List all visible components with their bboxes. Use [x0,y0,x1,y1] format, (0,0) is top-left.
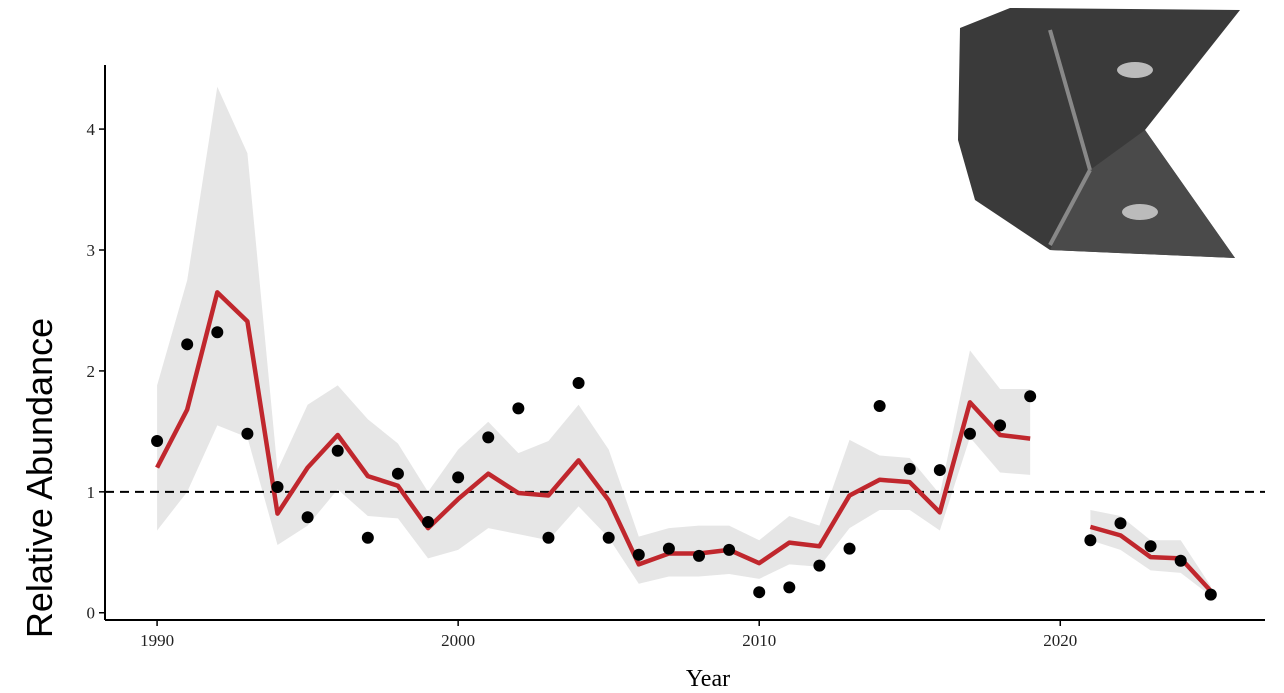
data-point [1114,517,1127,530]
data-point [873,399,886,412]
data-point [482,431,495,444]
y-tick-label: 2 [87,362,96,381]
trap-photo [958,8,1240,258]
y-tick-label: 1 [87,483,96,502]
data-point [361,531,374,544]
data-point [181,338,194,351]
trap-frame [1048,29,1092,171]
data-point [572,377,585,390]
y-axis-title: Relative Abundance [19,318,60,638]
data-point [994,419,1007,432]
data-point [1144,540,1157,553]
data-point [422,516,435,529]
confidence-band [1090,509,1211,596]
data-point [151,435,164,448]
data-point [753,586,766,599]
y-tick-label: 0 [87,604,96,623]
data-point [1204,588,1217,601]
data-point [692,549,705,562]
y-tick-label: 3 [87,241,96,260]
data-point [662,542,675,555]
fish [1117,62,1153,78]
x-axis-title: Year [686,666,730,692]
x-tick-label: 2010 [742,631,776,650]
x-tick-label: 2000 [441,631,475,650]
data-point [301,511,314,524]
data-point [933,464,946,477]
data-point [813,559,826,572]
data-point [271,480,284,493]
data-point [1174,554,1187,567]
data-point [903,462,916,475]
data-point [1024,390,1037,403]
data-point [723,543,736,556]
x-tick-label: 1990 [140,631,174,650]
trap-frame [1048,169,1092,246]
data-point [602,531,615,544]
trap-wing [1050,130,1235,258]
x-tick-label: 2020 [1043,631,1077,650]
fit-line [1089,524,1213,593]
data-point [632,548,645,561]
data-point [843,542,856,555]
data-point [512,402,525,415]
fit-line [155,290,1031,567]
data-point [1084,534,1097,547]
data-point [211,326,224,339]
data-point [452,471,465,484]
data-point [963,427,976,440]
data-point [241,427,254,440]
data-point [331,444,344,457]
fish [1122,204,1158,220]
y-tick-label: 4 [87,120,96,139]
data-point [783,581,796,594]
data-point [542,531,555,544]
confidence-band [157,86,1031,584]
data-point [391,467,404,480]
